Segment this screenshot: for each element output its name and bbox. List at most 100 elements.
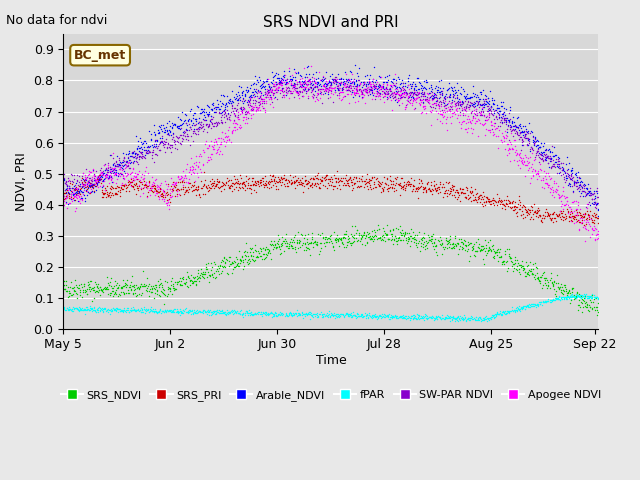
Point — [437, 110, 447, 118]
Point — [90, 176, 100, 184]
Point — [124, 147, 134, 155]
Point — [531, 301, 541, 309]
Point — [264, 310, 274, 317]
Point — [180, 132, 190, 140]
Point — [515, 201, 525, 208]
Point — [509, 143, 520, 150]
Point — [449, 240, 459, 247]
Point — [483, 195, 493, 203]
Point — [468, 244, 479, 252]
Point — [324, 86, 334, 94]
Point — [495, 108, 505, 115]
Point — [260, 309, 271, 316]
Point — [116, 185, 127, 192]
Point — [245, 181, 255, 189]
Point — [216, 269, 226, 277]
Point — [175, 305, 186, 312]
Point — [138, 183, 148, 191]
Point — [153, 308, 163, 315]
Point — [365, 176, 376, 184]
Point — [295, 88, 305, 96]
Point — [338, 88, 348, 96]
Point — [545, 296, 556, 303]
Point — [490, 96, 500, 104]
Point — [222, 93, 232, 100]
Point — [207, 308, 218, 315]
Point — [365, 232, 375, 240]
Point — [506, 203, 516, 211]
Point — [520, 151, 530, 158]
Point — [374, 312, 385, 320]
Point — [132, 145, 142, 153]
Point — [312, 179, 323, 187]
Point — [496, 136, 506, 144]
Point — [351, 77, 362, 85]
Point — [228, 109, 239, 117]
Point — [378, 80, 388, 87]
Point — [221, 106, 232, 114]
Point — [279, 87, 289, 95]
Point — [77, 188, 87, 195]
Point — [171, 308, 181, 316]
Point — [275, 175, 285, 183]
Point — [480, 100, 490, 108]
Point — [282, 179, 292, 186]
Point — [83, 305, 93, 312]
Point — [569, 293, 579, 300]
Point — [264, 91, 275, 98]
Point — [538, 298, 548, 306]
Point — [436, 102, 446, 109]
Point — [122, 171, 132, 179]
Point — [467, 125, 477, 132]
Point — [168, 121, 178, 129]
Point — [321, 84, 331, 92]
Point — [276, 311, 287, 318]
Point — [110, 190, 120, 197]
Point — [365, 86, 376, 94]
Point — [209, 307, 219, 315]
Point — [548, 281, 559, 289]
Point — [474, 316, 484, 324]
Point — [506, 124, 516, 132]
Point — [208, 121, 218, 129]
Point — [343, 76, 353, 84]
Point — [436, 315, 446, 323]
Point — [115, 187, 125, 194]
Point — [305, 80, 315, 88]
Point — [578, 293, 588, 300]
Point — [508, 125, 518, 132]
Point — [156, 192, 166, 199]
Point — [390, 85, 401, 93]
Point — [484, 198, 495, 206]
Point — [338, 75, 348, 83]
Point — [105, 163, 115, 171]
Point — [211, 119, 221, 126]
Point — [173, 309, 184, 316]
Point — [161, 135, 172, 143]
Point — [250, 92, 260, 100]
Point — [195, 120, 205, 127]
Point — [229, 173, 239, 180]
Point — [305, 83, 316, 91]
Point — [128, 154, 138, 161]
Point — [372, 78, 383, 86]
Point — [313, 313, 323, 321]
Point — [354, 82, 364, 90]
Point — [490, 125, 500, 132]
Point — [447, 102, 457, 109]
Point — [479, 102, 489, 109]
Point — [301, 235, 312, 242]
Point — [161, 278, 172, 286]
Point — [104, 174, 115, 181]
Point — [280, 235, 290, 243]
Point — [522, 140, 532, 147]
Point — [271, 85, 281, 93]
Point — [508, 199, 518, 206]
Point — [358, 81, 369, 88]
Point — [93, 179, 104, 186]
Point — [286, 176, 296, 183]
Point — [266, 94, 276, 102]
Point — [362, 312, 372, 319]
Point — [458, 185, 468, 192]
Point — [517, 128, 527, 136]
